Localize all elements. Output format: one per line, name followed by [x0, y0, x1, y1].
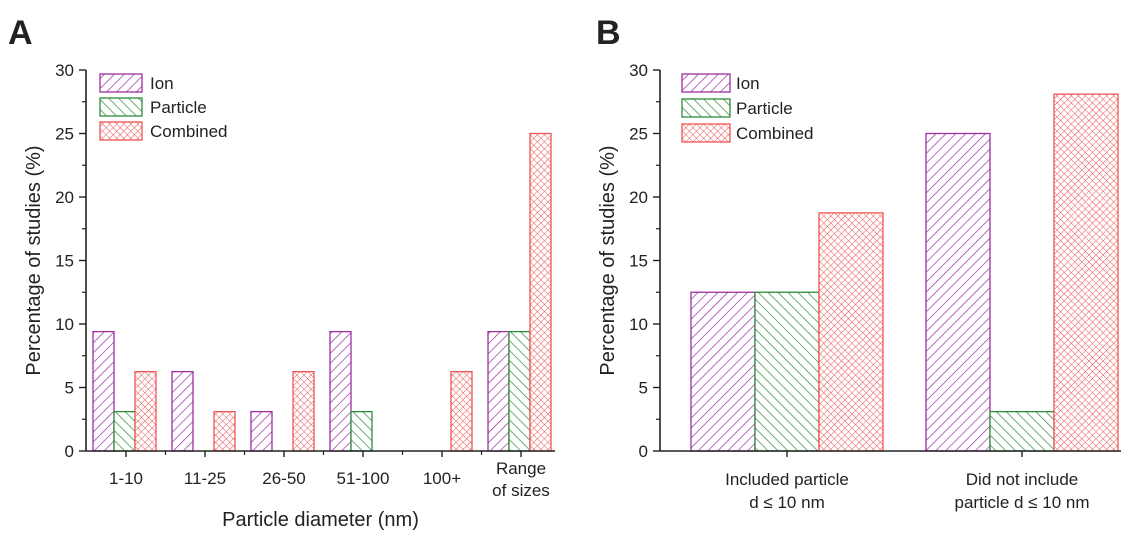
panel-a-bar-particle [113, 410, 136, 452]
panel-b-legend-swatch-combined [681, 123, 731, 143]
panel-b-legend-swatch-ion [681, 73, 731, 93]
panel-a-legend-label-ion: Ion [150, 74, 174, 93]
panel-b-legend-swatch-particle [681, 98, 731, 118]
panel-b-letter: B [596, 14, 621, 52]
panel-a-legend-label-combined: Combined [150, 122, 228, 141]
panel-b-x-tick-label: Did not include particle d ≤ 10 nm [954, 470, 1089, 512]
panel-b-bar-ion [925, 132, 991, 452]
panel-a-y-tick-label: 10 [55, 315, 74, 334]
panel-a-y-tick-label: 5 [65, 379, 74, 398]
panel-a-bar-ion [487, 330, 510, 452]
panel-b-legend-label-combined: Combined [736, 124, 814, 143]
panel-a-x-tick-label: 51-100 [337, 469, 390, 488]
panel-a-bar-ion [92, 330, 115, 452]
panel-a-bar-ion [250, 410, 273, 452]
panel-a-legend-swatch-combined [99, 121, 143, 141]
panel-b-legend-label-ion: Ion [736, 74, 760, 93]
panel-b-bar-particle [989, 410, 1055, 452]
panel-b-y-tick-label: 30 [629, 61, 648, 80]
panel-a-legend-label-particle: Particle [150, 98, 207, 117]
panel-b-legend: Ion Particle Combined [681, 73, 814, 143]
panel-a-x-tick-label: 100+ [423, 469, 461, 488]
panel-a-bar-combined [292, 370, 315, 452]
panel-b-y-tick-label: 10 [629, 315, 648, 334]
panel-b-y-tick-label: 0 [639, 442, 648, 461]
panel-a-x-axis-title: Particle diameter (nm) [222, 509, 419, 531]
panel-a-y-tick-label: 20 [55, 188, 74, 207]
panel-a-chart: 0 5 10 15 20 25 30 1-10 11-25 26-50 51-100 100+ Rang… [23, 61, 555, 531]
panel-b-y-tick-label: 20 [629, 188, 648, 207]
panel-a-legend-swatch-ion [99, 73, 143, 93]
panel-a-y-tick-label: 25 [55, 125, 74, 144]
panel-a-x-tick-label: 26-50 [262, 469, 305, 488]
panel-a-y-tick-label: 30 [55, 61, 74, 80]
panel-a-y-axis-title: Percentage of studies (%) [23, 145, 45, 375]
panel-a-bar-particle [350, 410, 373, 452]
panel-a-letter: A [8, 14, 33, 52]
panel-a-y-tick-label: 0 [65, 442, 74, 461]
panel-b-y-tick-label: 5 [639, 379, 648, 398]
panel-a-bar-combined [134, 370, 157, 452]
panel-b-y-tick-label: 25 [629, 125, 648, 144]
panel-a-bar-combined [450, 370, 473, 452]
panel-a-legend: Ion Particle Combined [99, 73, 228, 141]
panel-b-chart: 0 5 10 15 20 25 30 Included particle d ≤ 10 nm Di… [597, 61, 1121, 512]
panel-b-bar-particle [754, 291, 820, 452]
panel-b-y-tick-label: 15 [629, 252, 648, 271]
panel-b-bar-combined [1053, 93, 1119, 452]
panel-a-bar-combined [213, 410, 236, 452]
panel-a-legend-swatch-particle [99, 97, 143, 117]
panel-a-bar-combined [529, 132, 552, 452]
panel-b-bar-ion [690, 291, 756, 452]
panel-a-bar-ion [171, 370, 194, 452]
panel-a-y-tick-label: 15 [55, 252, 74, 271]
panel-b-bar-combined [818, 212, 884, 452]
panel-a-x-tick-label: Range of sizes [492, 459, 550, 500]
panel-a-bar-particle [508, 330, 531, 452]
panel-a-x-tick-label: 1-10 [109, 469, 143, 488]
panel-b-x-tick-label: Included particle d ≤ 10 nm [725, 470, 849, 512]
panel-a-x-tick-label: 11-25 [184, 469, 226, 488]
panel-a-bar-ion [329, 330, 352, 452]
panel-b-y-axis-title: Percentage of studies (%) [597, 145, 619, 375]
panel-b-legend-label-particle: Particle [736, 99, 793, 118]
